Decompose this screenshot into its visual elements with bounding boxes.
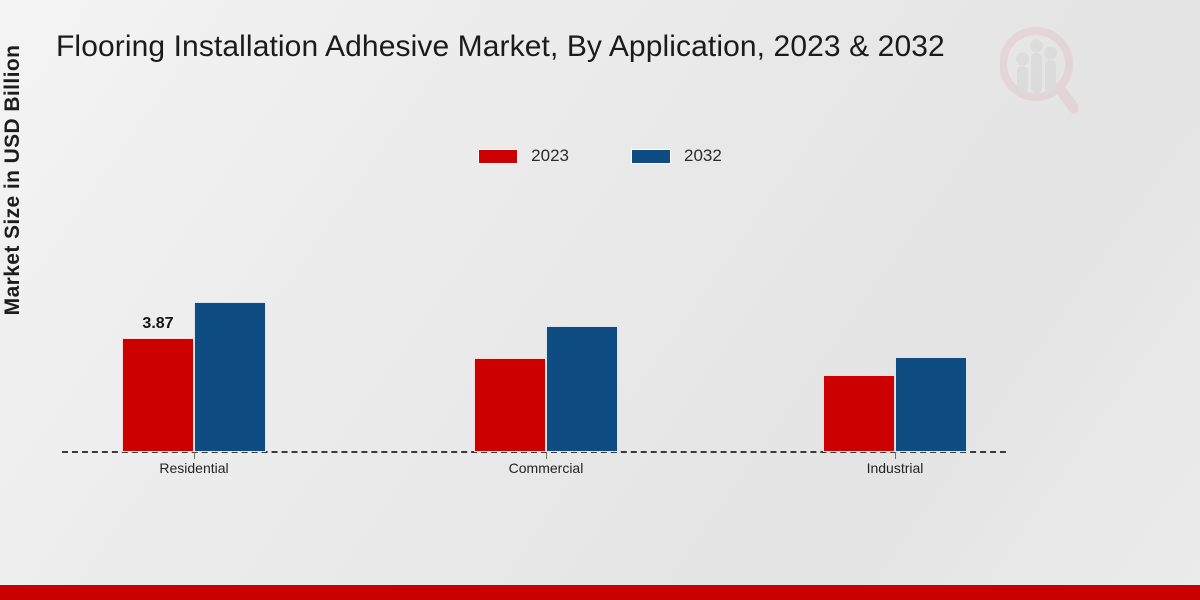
bar-2032-residential[interactable] — [194, 302, 266, 452]
x-label-residential: Residential — [159, 460, 229, 476]
bar-2032-industrial[interactable] — [895, 357, 967, 452]
x-tick-residential — [194, 452, 195, 459]
axis-baseline — [62, 451, 1006, 453]
legend-item-2032[interactable]: 2032 — [631, 146, 722, 166]
x-label-industrial: Industrial — [866, 460, 924, 476]
bar-2032-commercial[interactable] — [546, 326, 618, 452]
x-tick-industrial — [895, 452, 896, 459]
bar-2023-commercial[interactable] — [474, 358, 546, 452]
legend-swatch-2023 — [478, 148, 519, 164]
x-tick-commercial — [546, 452, 547, 459]
legend-label-2032: 2032 — [684, 146, 722, 165]
bar-2023-residential[interactable]: 3.87 — [122, 315, 194, 452]
legend-swatch-2032 — [631, 148, 671, 164]
legend-label-2023: 2023 — [531, 146, 569, 165]
footer-accent-bar — [0, 585, 1200, 600]
bar-group-residential: 3.87 — [122, 148, 266, 452]
bar-2023-industrial[interactable] — [823, 375, 895, 452]
x-label-commercial: Commercial — [508, 460, 584, 476]
bar-group-commercial — [474, 148, 618, 452]
page-title: Flooring Installation Adhesive Market, B… — [56, 30, 945, 63]
bar-value-2023-residential: 3.87 — [142, 315, 174, 332]
bar-group-industrial — [823, 148, 967, 452]
legend-item-2023[interactable]: 2023 — [478, 146, 569, 166]
chart-legend: 2023 2032 — [0, 146, 1200, 166]
